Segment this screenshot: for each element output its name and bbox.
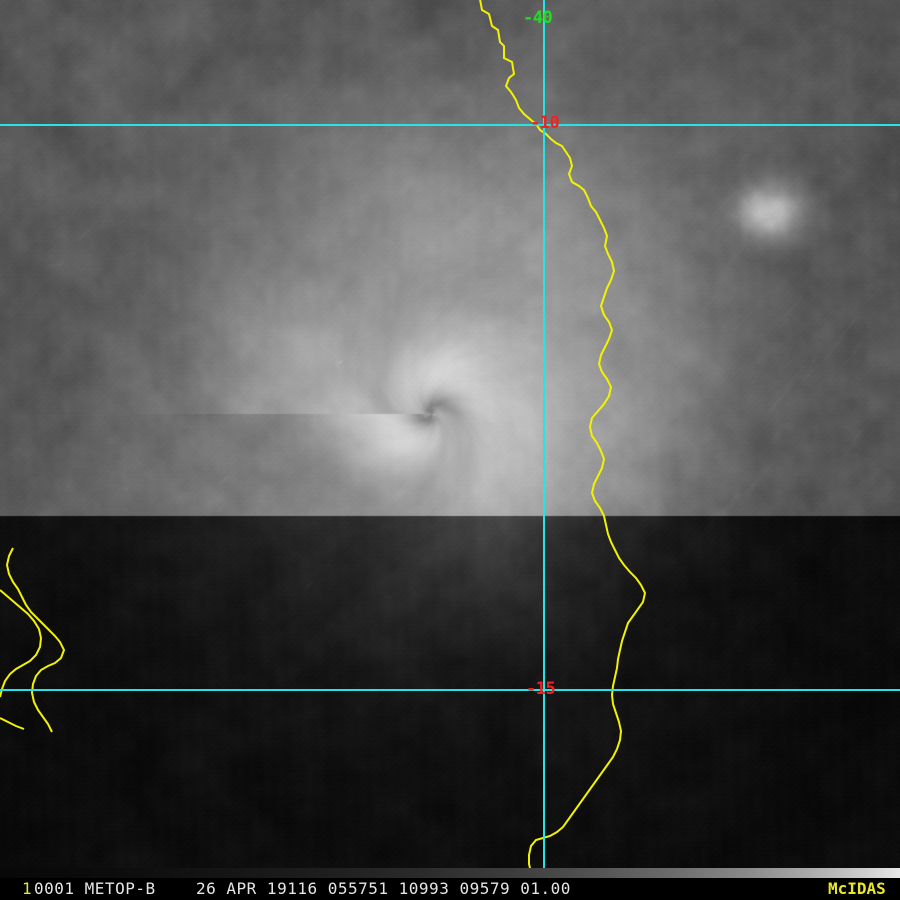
satellite-id-text: 0001 METOP-B xyxy=(34,879,156,898)
scan-info-text: 26 APR 19116 055751 10993 09579 01.00 xyxy=(196,879,571,898)
satellite-image-canvas xyxy=(0,0,900,868)
longitude-label-minus-40: -40 xyxy=(523,8,553,28)
latitude-label-minus-15: -15 xyxy=(526,679,556,699)
band-number: 1 xyxy=(22,879,33,898)
latitude-label-minus-10: -10 xyxy=(530,113,560,133)
annotation-bar: 1 0001 METOP-B 26 APR 19116 055751 10993… xyxy=(0,868,900,900)
grayscale-calibration-wedge xyxy=(0,868,900,878)
mcidas-logo-text: McIDAS xyxy=(828,879,886,898)
annotation-text-row: 1 0001 METOP-B 26 APR 19116 055751 10993… xyxy=(0,878,900,900)
